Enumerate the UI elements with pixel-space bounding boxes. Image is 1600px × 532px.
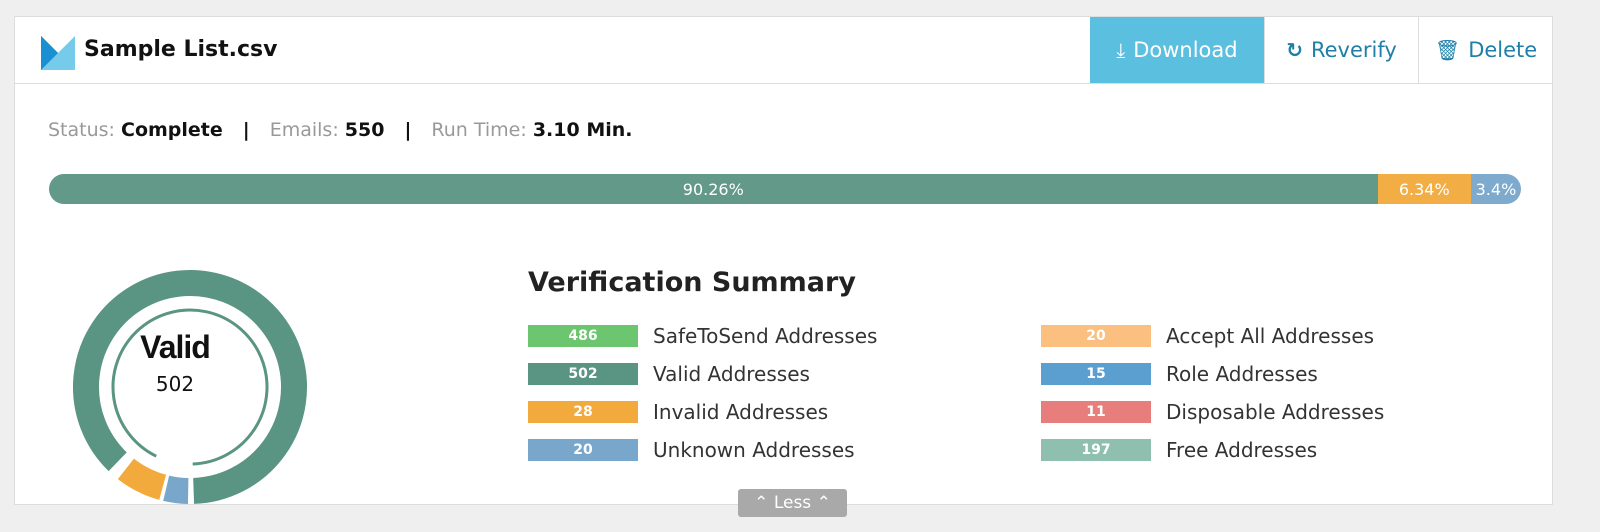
summary-item: 20 Accept All Addresses	[1041, 324, 1374, 348]
summary-item: 486 SafeToSend Addresses	[528, 324, 877, 348]
donut-segment-unknown	[163, 475, 189, 504]
count-badge: 15	[1041, 363, 1151, 385]
chevron-up-icon: ⌃	[754, 493, 769, 513]
progress-segment: 90.26%	[49, 174, 1378, 204]
donut-segment-invalid	[117, 458, 167, 500]
delete-label: Delete	[1468, 38, 1538, 62]
download-button[interactable]: ⤓ Download	[1090, 17, 1264, 83]
emails-value: 550	[344, 119, 385, 141]
summary-label: Unknown Addresses	[653, 438, 855, 462]
summary-label: Free Addresses	[1166, 438, 1318, 462]
donut-value: 502	[155, 372, 195, 396]
summary-title: Verification Summary	[528, 267, 856, 298]
summary-item: 502 Valid Addresses	[528, 362, 810, 386]
summary-label: Disposable Addresses	[1166, 400, 1385, 424]
count-badge: 20	[528, 439, 638, 461]
count-badge: 486	[528, 325, 638, 347]
emails-label: Emails:	[269, 119, 339, 141]
reverify-button[interactable]: ↻ Reverify	[1264, 17, 1418, 83]
file-result-card: Sample List.csv ⤓ Download ↻ Reverify 🗑 Del…	[14, 16, 1553, 505]
summary-label: Invalid Addresses	[653, 400, 829, 424]
count-badge: 11	[1041, 401, 1151, 423]
less-label: Less	[773, 493, 812, 513]
divider: |	[404, 119, 412, 141]
count-badge: 197	[1041, 439, 1151, 461]
summary-item: 15 Role Addresses	[1041, 362, 1318, 386]
delete-button[interactable]: 🗑 Delete	[1418, 17, 1553, 83]
app-logo-icon	[41, 36, 75, 70]
summary-label: SafeToSend Addresses	[653, 324, 878, 348]
count-badge: 28	[528, 401, 638, 423]
summary-item: 28 Invalid Addresses	[528, 400, 828, 424]
refresh-icon: ↻	[1286, 38, 1303, 62]
file-title: Sample List.csv	[84, 37, 278, 62]
count-badge: 20	[1041, 325, 1151, 347]
summary-label: Role Addresses	[1166, 362, 1318, 386]
less-toggle-button[interactable]: ⌃ Less ⌃	[738, 489, 847, 517]
divider: |	[242, 119, 250, 141]
progress-segment: 3.4%	[1470, 174, 1521, 204]
runtime-label: Run Time:	[431, 119, 527, 141]
summary-item: 11 Disposable Addresses	[1041, 400, 1384, 424]
card-header: Sample List.csv ⤓ Download ↻ Reverify 🗑 Del…	[15, 17, 1552, 84]
donut-segment-valid	[73, 270, 307, 504]
donut-center: Valid 502	[113, 329, 237, 396]
summary-item: 197 Free Addresses	[1041, 438, 1317, 462]
download-label: Download	[1133, 38, 1238, 62]
donut-title: Valid	[140, 329, 211, 365]
reverify-label: Reverify	[1310, 38, 1397, 62]
donut-inner-ring	[111, 308, 269, 466]
runtime-value: 3.10 Min.	[532, 119, 633, 141]
summary-label: Accept All Addresses	[1166, 324, 1375, 348]
count-badge: 502	[528, 363, 638, 385]
status-label: Status:	[48, 119, 115, 141]
chevron-up-icon: ⌃	[816, 493, 831, 513]
summary-item: 20 Unknown Addresses	[528, 438, 855, 462]
summary-label: Valid Addresses	[653, 362, 810, 386]
status-line: Status: Complete | Emails: 550 | Run Time: 3…	[48, 119, 633, 141]
status-value: Complete	[121, 119, 223, 141]
progress-segment: 6.34%	[1377, 174, 1471, 204]
trash-icon: 🗑	[1434, 38, 1461, 62]
download-icon: ⤓	[1116, 38, 1126, 62]
valid-donut-chart	[73, 270, 307, 504]
result-progress-bar: 90.26% 6.34% 3.4%	[49, 174, 1521, 204]
